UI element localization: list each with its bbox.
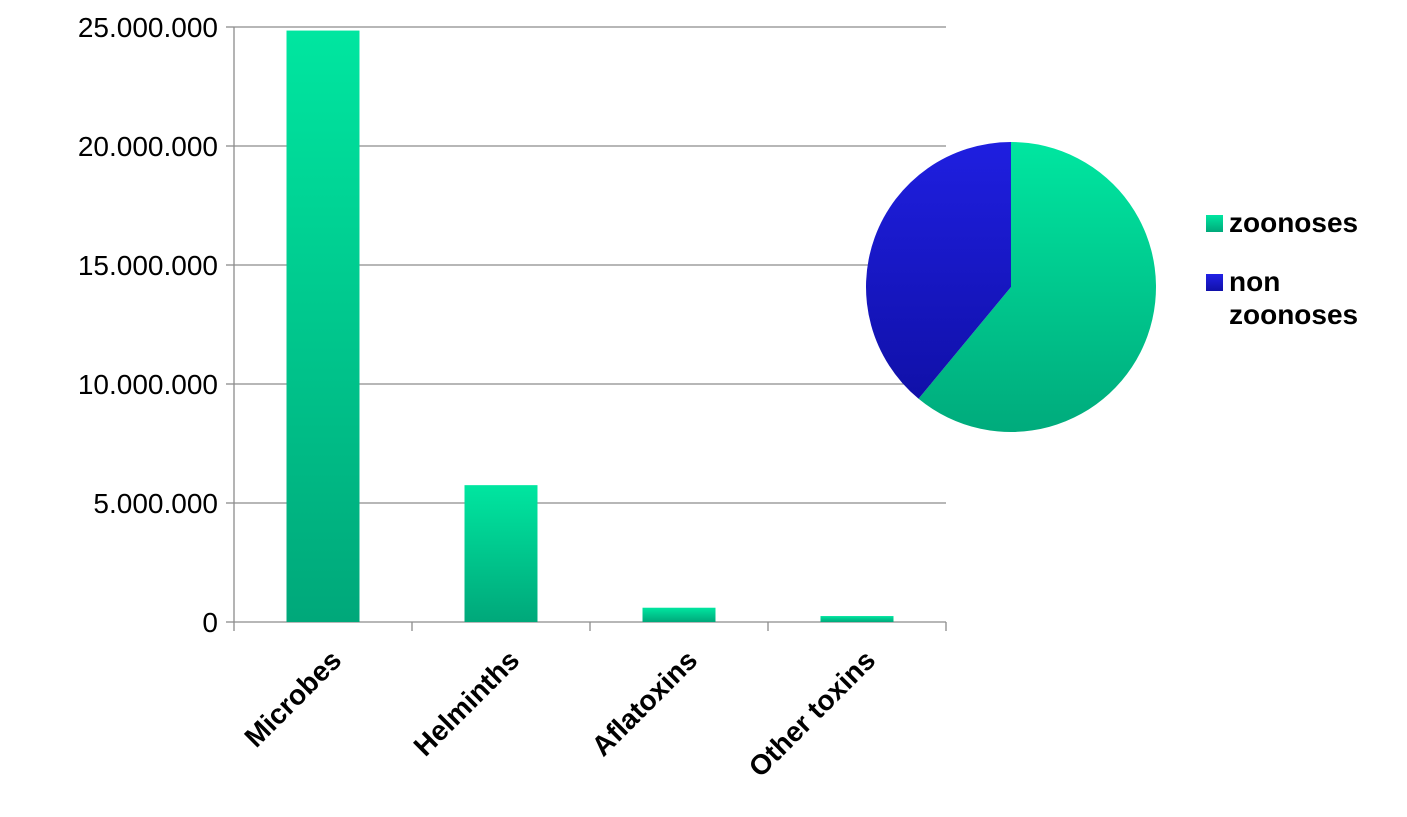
y-tick-label: 5.000.000 [93,488,218,519]
legend-swatch-zoonoses [1206,215,1223,232]
pie-chart [866,142,1156,432]
y-tick-label: 20.000.000 [78,131,218,162]
x-tick-label: Helminths [408,644,526,762]
pie-legend: zoonoses non zoonoses [1206,206,1406,357]
legend-label-zoonoses: zoonoses [1229,207,1359,238]
bar-helminths [464,485,538,622]
x-tick-labels: Microbes Helminths Aflatoxins Other toxins [238,644,881,783]
bar-aflatoxins [642,607,716,622]
bars [286,30,894,622]
y-tick-label: 25.000.000 [78,12,218,43]
legend-item-zoonoses: zoonoses [1206,206,1406,239]
bar-other-toxins [820,616,894,622]
legend-item-non-zoonoses: non zoonoses [1206,265,1406,331]
legend-label-non-zoonoses: non zoonoses [1229,266,1359,330]
x-tick-label: Microbes [238,644,347,753]
x-tick-label: Aflatoxins [586,644,704,762]
y-tick-label: 15.000.000 [78,250,218,281]
pie-slice-non-zoonoses [866,142,1011,399]
pie-slice-zoonoses [918,142,1156,432]
y-tick-labels: 0 5.000.000 10.000.000 15.000.000 20.000.000… [78,12,218,638]
y-tick-label: 10.000.000 [78,369,218,400]
bar-microbes [286,30,360,622]
y-tick-label: 0 [202,607,218,638]
legend-swatch-non-zoonoses [1206,274,1223,291]
x-tick-label: Other toxins [743,644,882,783]
